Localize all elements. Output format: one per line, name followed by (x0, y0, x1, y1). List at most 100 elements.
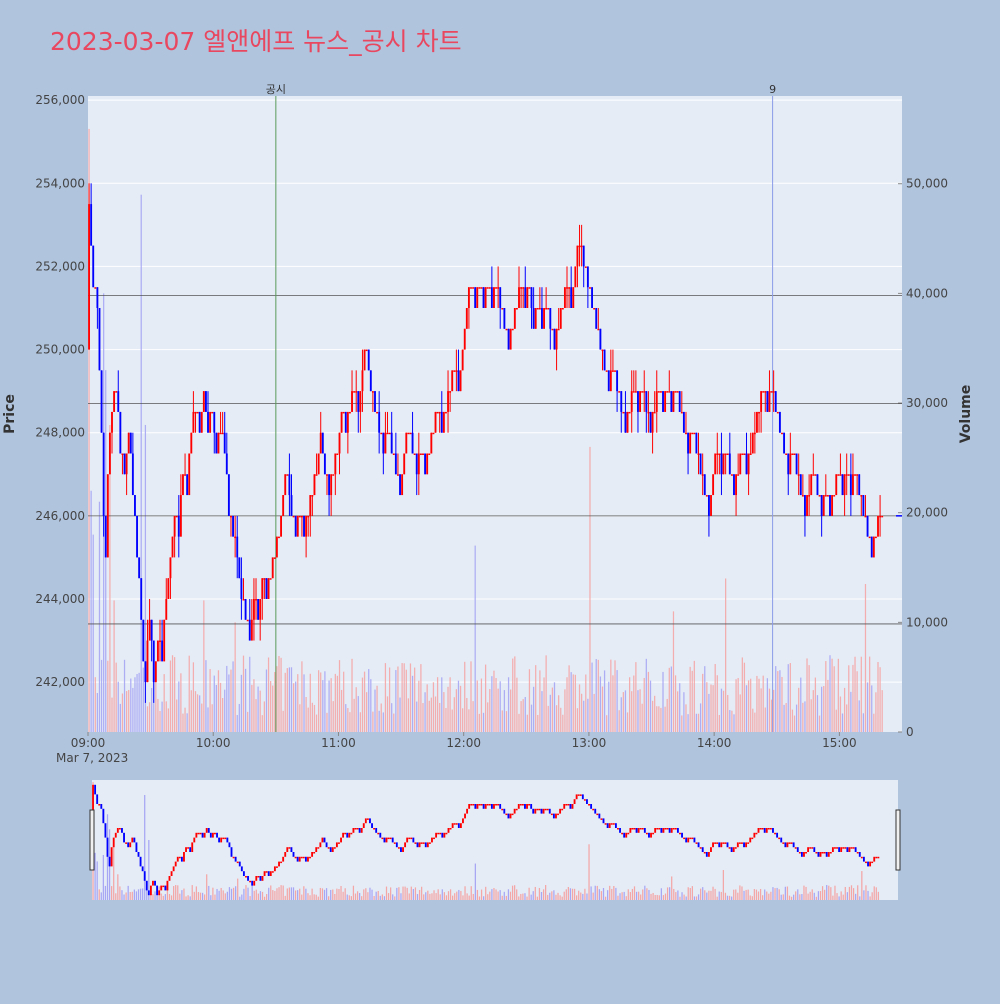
candle-body (620, 391, 623, 412)
volume-bar (689, 666, 691, 732)
volume-bar (441, 677, 443, 732)
main-plot-area[interactable]: 242,000244,000246,000248,000250,000252,0… (35, 83, 948, 750)
navigator-left-handle[interactable] (89, 809, 95, 871)
navigator-volume-bar (607, 890, 609, 900)
volume-bar (806, 658, 808, 732)
candle-body (687, 432, 690, 454)
navigator-candle (412, 837, 415, 843)
navigator-candle (557, 813, 559, 816)
navigator-volume-bar (148, 840, 150, 900)
navigator-candle (499, 804, 502, 809)
candle-body (338, 432, 341, 454)
navigator-candle (769, 828, 772, 830)
volume-bar (439, 702, 441, 732)
volume-bar (132, 687, 134, 732)
navigator-volume-bar (633, 886, 636, 900)
candle-body (774, 391, 777, 412)
volume-bar (779, 670, 781, 732)
volume-bar (545, 655, 547, 732)
navigator-volume-bar (708, 890, 710, 900)
volume-bar (789, 663, 791, 732)
volume-bar (858, 700, 860, 732)
navigator-candle (424, 842, 427, 848)
volume-bar (330, 678, 332, 732)
volume-bar (520, 701, 522, 732)
navigator-volume-bar (499, 890, 501, 900)
volume-bar (654, 695, 656, 732)
navigator-volume-bar (346, 894, 348, 900)
navigator-candle (129, 842, 132, 848)
navigator-volume-bar (497, 891, 499, 900)
navigator-candle (712, 842, 714, 848)
volume-bar (720, 688, 723, 732)
navigator-volume-bar (621, 892, 623, 900)
navigator-candle (693, 837, 696, 843)
navigator-candle (710, 847, 712, 852)
volume-bar (831, 658, 833, 732)
volume-bar (760, 688, 762, 732)
navigator-volume-bar (656, 894, 658, 900)
navigator-candle (592, 808, 595, 811)
volume-bar (249, 656, 251, 732)
volume-bar (572, 674, 574, 732)
candle-body (344, 411, 347, 433)
navigator-candle (391, 837, 394, 843)
navigator-candle (162, 885, 165, 888)
candle-body (451, 370, 454, 392)
navigator-volume-bar (855, 893, 857, 900)
candle-body (614, 370, 616, 372)
candle-body (192, 411, 195, 433)
navigator-candle (526, 804, 528, 809)
volume-bar (762, 675, 764, 732)
y2-axis-label: Volume (958, 385, 974, 444)
navigator-candle (850, 847, 853, 849)
navigator-candle (662, 828, 665, 833)
navigator-candle (782, 842, 785, 844)
navigator-candle (125, 842, 128, 844)
volume-bar (98, 501, 101, 732)
navigator-volume-bar (505, 895, 507, 900)
volume-bar (209, 669, 211, 732)
navigator-volume-bar (144, 795, 146, 900)
navigator-candle (877, 856, 880, 859)
volume-bar (455, 689, 458, 732)
candle-body (123, 453, 126, 475)
candle-body (559, 308, 562, 329)
navigator-candle (575, 794, 578, 800)
candle-body (415, 453, 418, 475)
candle-body (321, 432, 324, 454)
volume-bar (787, 664, 789, 732)
volume-bar (422, 703, 424, 732)
candle-body (288, 474, 291, 496)
candle-body (664, 391, 667, 412)
candle-body (728, 453, 731, 475)
navigator-volume-bar (873, 886, 875, 900)
volume-bar (679, 683, 681, 732)
navigator-candle (123, 832, 125, 843)
volume-bar (236, 714, 238, 732)
range-navigator[interactable] (89, 780, 901, 900)
volume-bar (188, 655, 190, 732)
volume-bar (466, 698, 468, 732)
navigator-volume-bar (332, 889, 334, 900)
candle-body (776, 411, 779, 414)
navigator-volume-bar (470, 886, 472, 900)
navigator-right-handle[interactable] (895, 809, 901, 871)
candle-body (578, 245, 581, 248)
navigator-volume-bar (834, 885, 836, 900)
navigator-volume-bar (731, 896, 733, 900)
volume-bar (873, 713, 875, 732)
navigator-candle (172, 866, 175, 872)
candle-body (326, 474, 328, 476)
navigator-volume-bar (782, 894, 784, 900)
volume-bar (741, 657, 743, 732)
candle-body (227, 474, 230, 516)
candle-body (113, 391, 116, 412)
navigator-candle (278, 861, 280, 867)
volume-bar (359, 712, 362, 732)
volume-bar (810, 699, 812, 732)
navigator-candle (856, 852, 859, 854)
candle-body (461, 349, 464, 371)
navigator-volume-bar (416, 894, 419, 900)
